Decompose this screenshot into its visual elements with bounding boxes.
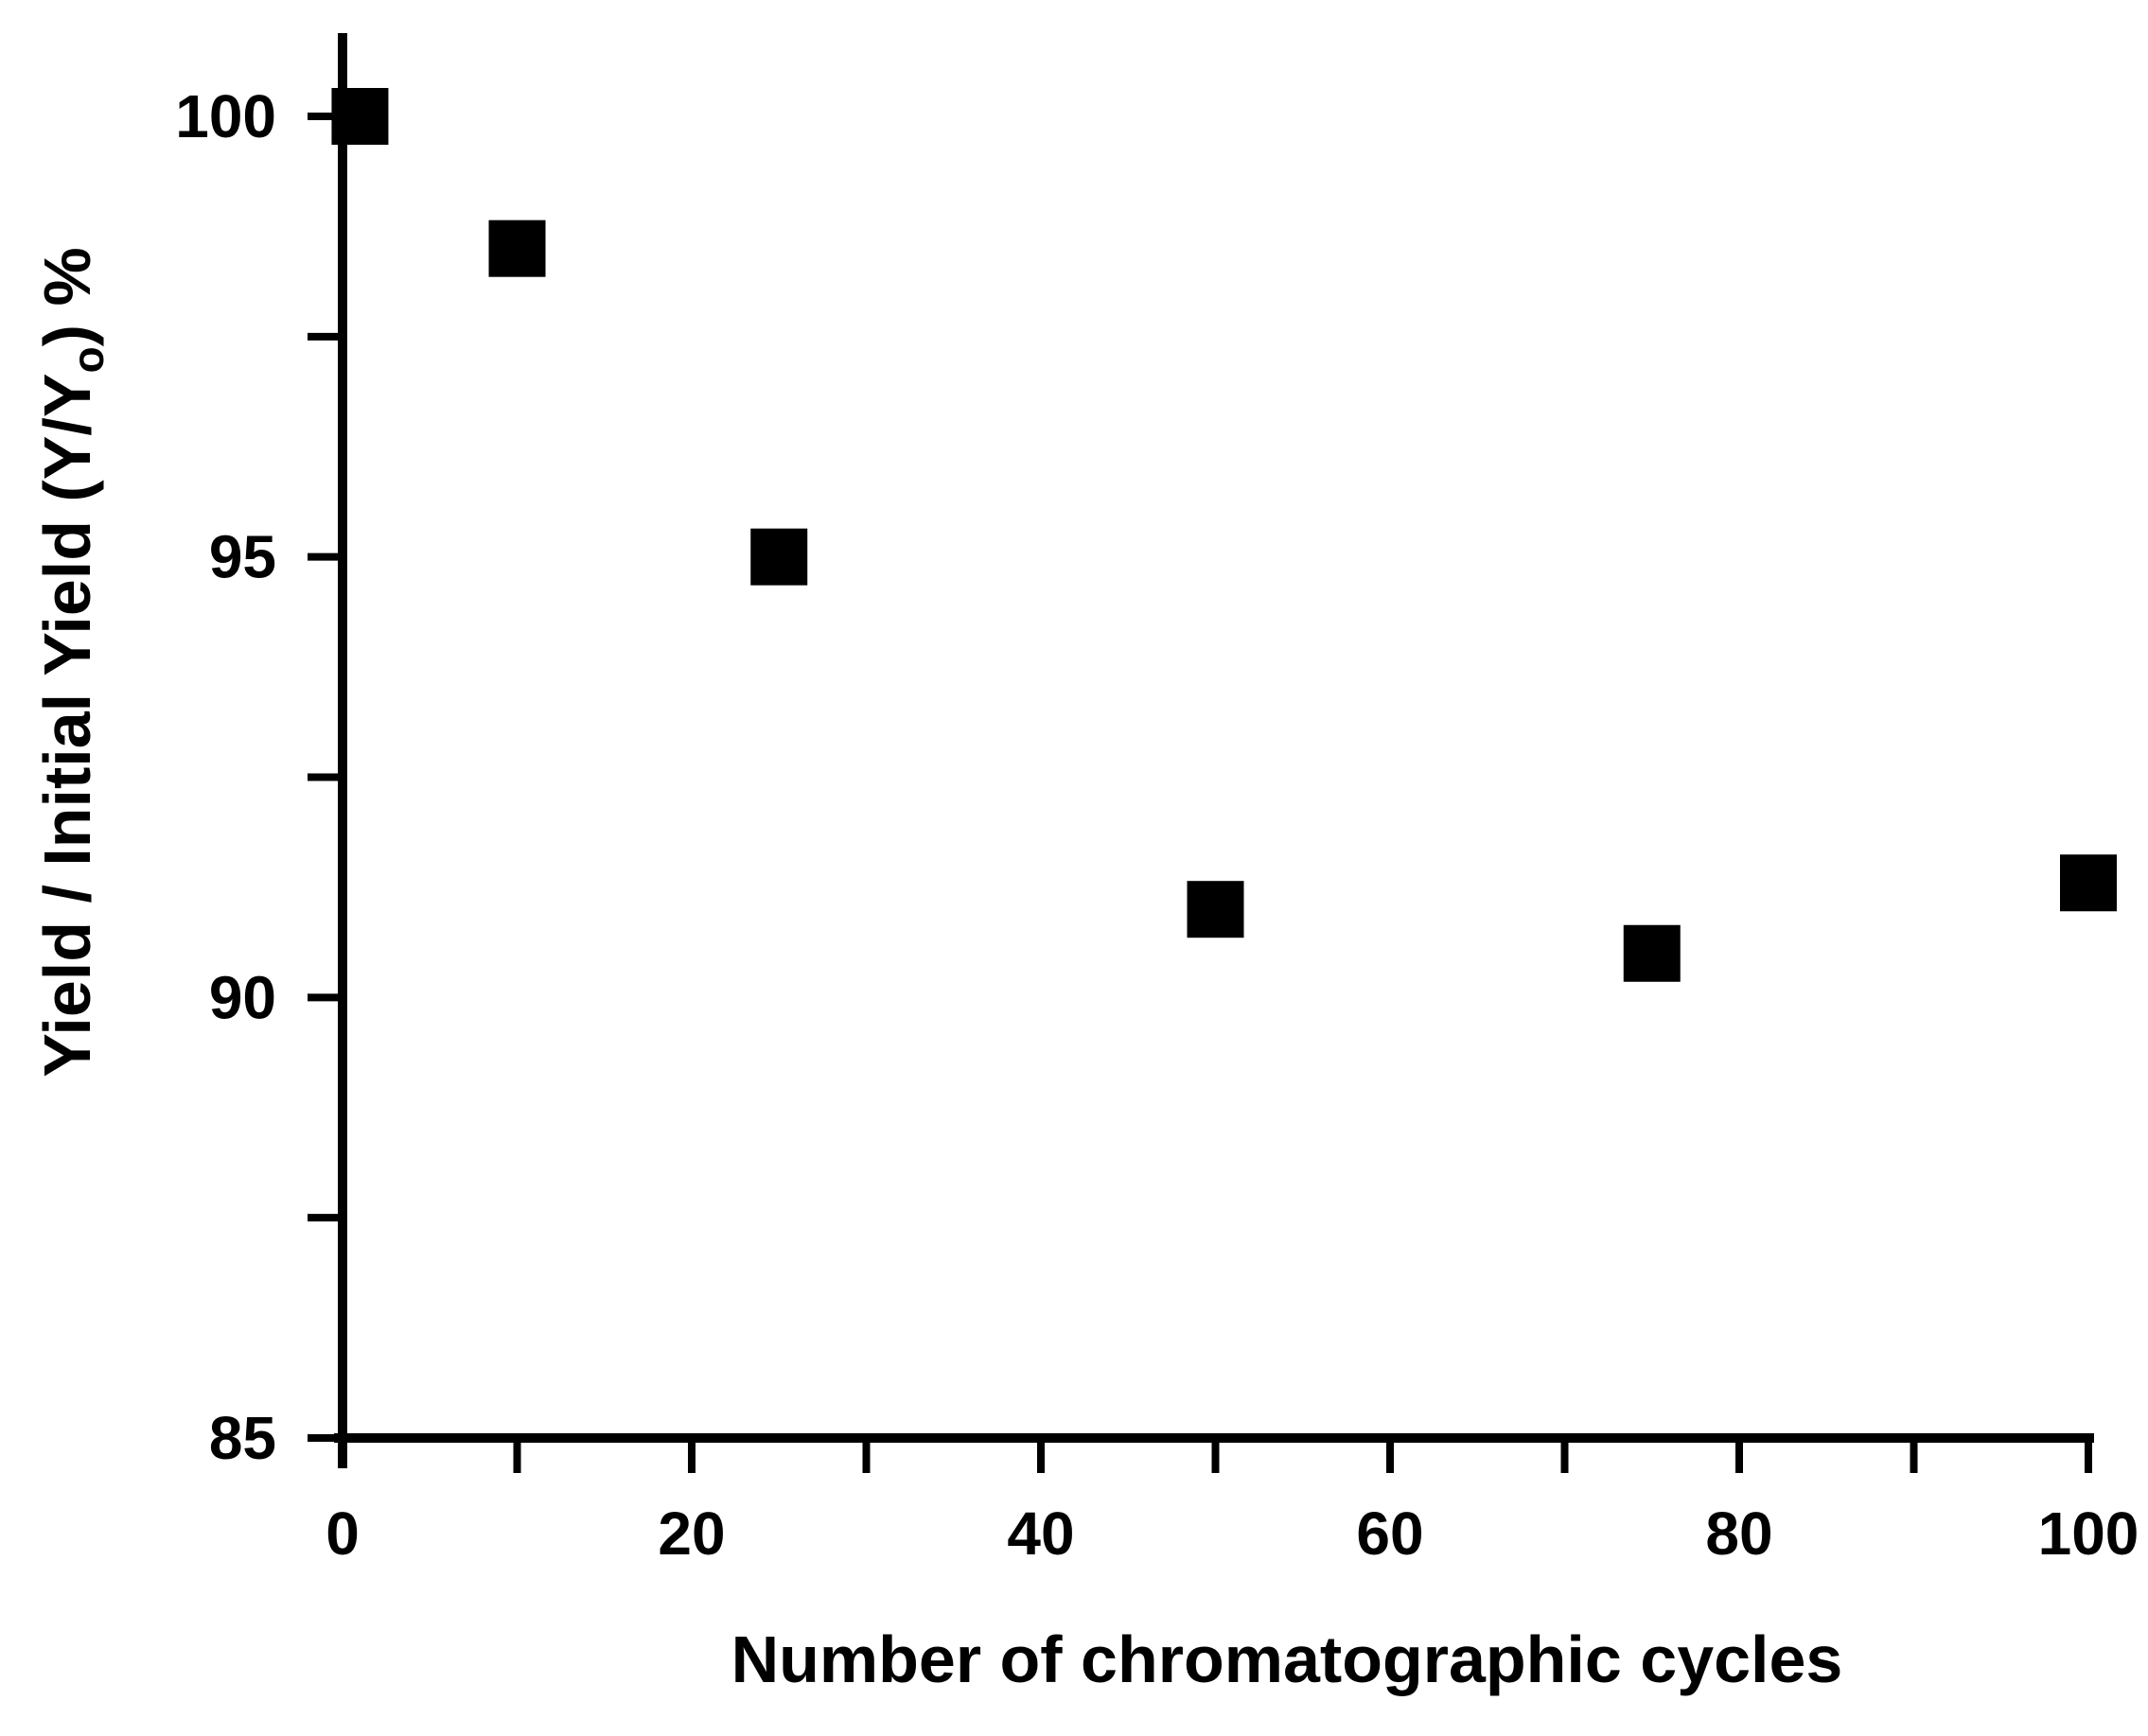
data-point-marker [1623,924,1681,982]
y-tick-label: 85 [209,1404,276,1472]
y-tick-label: 95 [209,523,276,591]
data-point-marker [331,88,389,145]
data-point-marker [1187,881,1244,938]
data-markers-layer [331,88,2117,982]
x-tick-label: 80 [1705,1499,1772,1568]
axes-layer [334,33,2094,1468]
y-axis-title-subscript: o [63,346,113,373]
x-tick-label: 100 [2038,1499,2139,1568]
y-axis-title: Yield / Initial Yield (Y/Yo) % [30,247,113,1077]
x-tick-label: 20 [658,1499,725,1568]
data-point-marker [2060,854,2117,912]
y-tick-label: 100 [175,82,276,150]
x-tick-label: 0 [326,1499,360,1568]
x-axis-title: Number of chromatographic cycles [731,1622,1843,1696]
tick-labels-layer: 0 20 40 60 80 100 100 95 90 85 [175,82,2139,1568]
y-tick-label: 90 [209,963,276,1031]
x-tick-label: 60 [1356,1499,1423,1568]
data-point-marker [750,528,808,586]
ticks-layer [308,113,2092,1473]
x-tick-label: 40 [1007,1499,1074,1568]
data-point-marker [488,219,546,277]
